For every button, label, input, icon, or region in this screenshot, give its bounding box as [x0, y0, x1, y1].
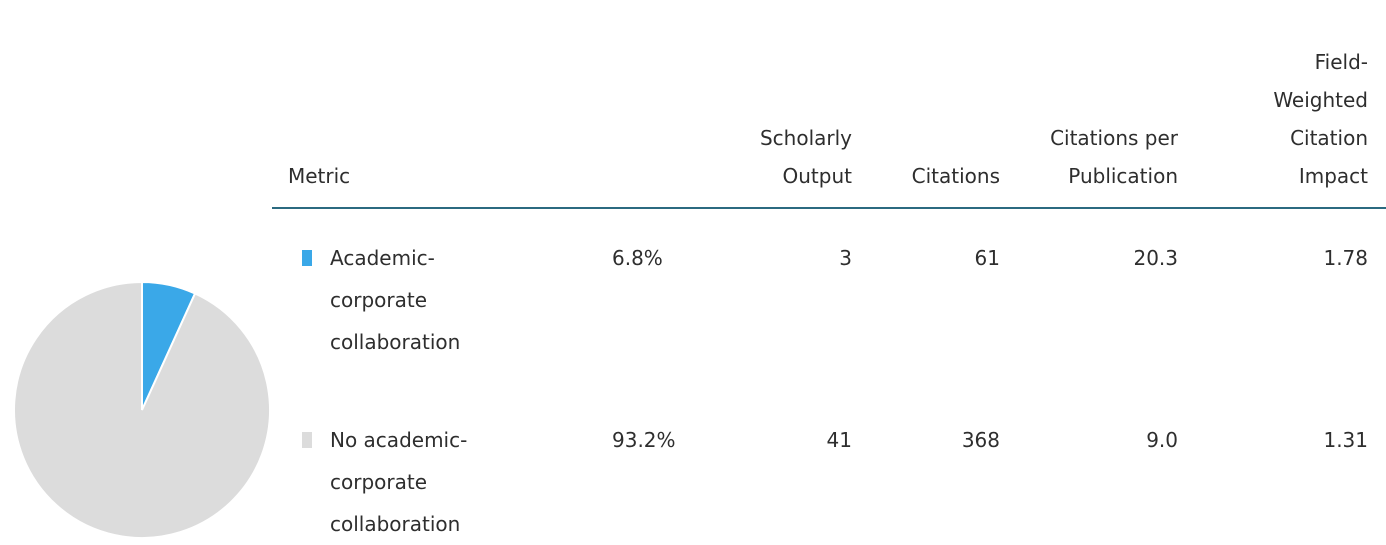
- row-label: Academic-corporate collaboration: [330, 246, 461, 354]
- metric-cell: 9.0: [1146, 428, 1178, 452]
- header-cell: Metric: [288, 164, 351, 188]
- share-cell: 93.2%: [612, 428, 676, 452]
- header-rule: [272, 207, 1386, 209]
- share-cell: 6.8%: [612, 246, 663, 270]
- row-label: No academic-corporate collaboration: [330, 428, 468, 536]
- header-cell: Citations: [911, 164, 1000, 188]
- metric-cell: 368: [961, 428, 1000, 452]
- legend-swatch: [302, 250, 312, 266]
- metric-cell: 1.31: [1323, 428, 1368, 452]
- pie-chart: [13, 280, 271, 538]
- pie-slice: [13, 280, 271, 538]
- legend-swatch: [302, 432, 312, 448]
- metric-cell: 41: [826, 428, 852, 452]
- metric-cell: 61: [974, 246, 1000, 270]
- header-cell: Citations per Publication: [1050, 126, 1178, 188]
- metric-cell: 1.78: [1323, 246, 1368, 270]
- header-cell: Scholarly Output: [759, 126, 852, 188]
- header-cell: Field-Weighted Citation Impact: [1273, 50, 1368, 188]
- metric-cell: 20.3: [1133, 246, 1178, 270]
- metric-cell: 3: [839, 246, 852, 270]
